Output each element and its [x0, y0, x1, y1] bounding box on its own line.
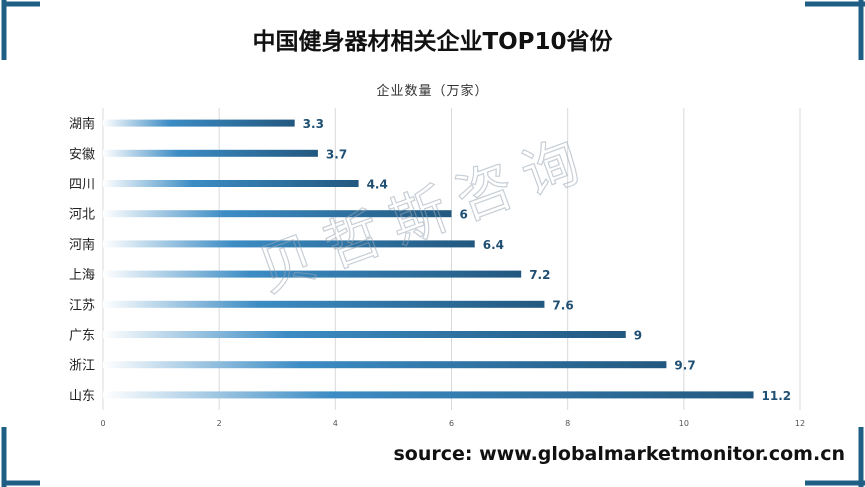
- y-category-label: 四川: [69, 178, 95, 193]
- data-label: 6: [460, 208, 468, 222]
- data-label: 3.3: [303, 117, 324, 131]
- y-category-label: 安徽: [69, 147, 95, 162]
- frame-corner-top-right: [805, 0, 865, 60]
- x-tick-label: 12: [795, 419, 805, 428]
- bars: [103, 119, 754, 399]
- source-note: source: www.globalmarketmonitor.com.cn: [393, 443, 846, 465]
- y-category-label: 上海: [69, 268, 95, 283]
- bar: [103, 210, 452, 218]
- data-label: 9: [634, 329, 642, 343]
- chart-title: 中国健身器材相关企业TOP10省份: [252, 29, 613, 55]
- y-category-label: 浙江: [69, 359, 95, 374]
- x-tick-label: 8: [565, 419, 570, 428]
- y-category-label: 广东: [69, 329, 95, 344]
- x-tick-label: 6: [449, 419, 454, 428]
- data-label: 6.4: [483, 238, 504, 252]
- x-tick-label: 4: [333, 419, 338, 428]
- x-tick-label: 0: [100, 419, 105, 428]
- x-tick-label: 10: [679, 419, 689, 428]
- bar: [103, 361, 667, 369]
- y-category-label: 河北: [69, 208, 95, 223]
- y-category-label: 山东: [69, 389, 95, 404]
- data-label: 4.4: [367, 178, 388, 192]
- grid-lines: [102, 108, 801, 410]
- x-axis-label: 企业数量（万家）: [376, 84, 489, 99]
- labels: 0 2 4 6 8 10 12 湖南 3.3 安徽 3.7 四川 4.4 河北 6 河南 6.4 上海 7.2 江苏 7…: [69, 116, 805, 428]
- y-category-label: 河南: [69, 237, 95, 253]
- x-tick-label: 2: [217, 419, 222, 428]
- bar: [103, 391, 754, 399]
- bar: [103, 240, 475, 248]
- y-category-label: 江苏: [69, 297, 95, 313]
- data-label: 7.6: [552, 298, 573, 312]
- data-label: 7.2: [529, 268, 550, 282]
- bar: [103, 270, 522, 278]
- bar: [103, 331, 626, 338]
- data-label: 11.2: [762, 389, 792, 403]
- frame-corner-top-left: [1, 0, 40, 60]
- frame-corner-bottom-left: [1, 427, 40, 487]
- bar: [103, 300, 545, 308]
- data-label: 9.7: [674, 359, 695, 373]
- y-category-label: 湖南: [69, 116, 95, 132]
- bar: [103, 149, 318, 157]
- frame-corner-bottom-right: [805, 427, 865, 487]
- data-label: 3.7: [326, 147, 347, 161]
- bar: [103, 180, 359, 187]
- bar: [103, 119, 295, 127]
